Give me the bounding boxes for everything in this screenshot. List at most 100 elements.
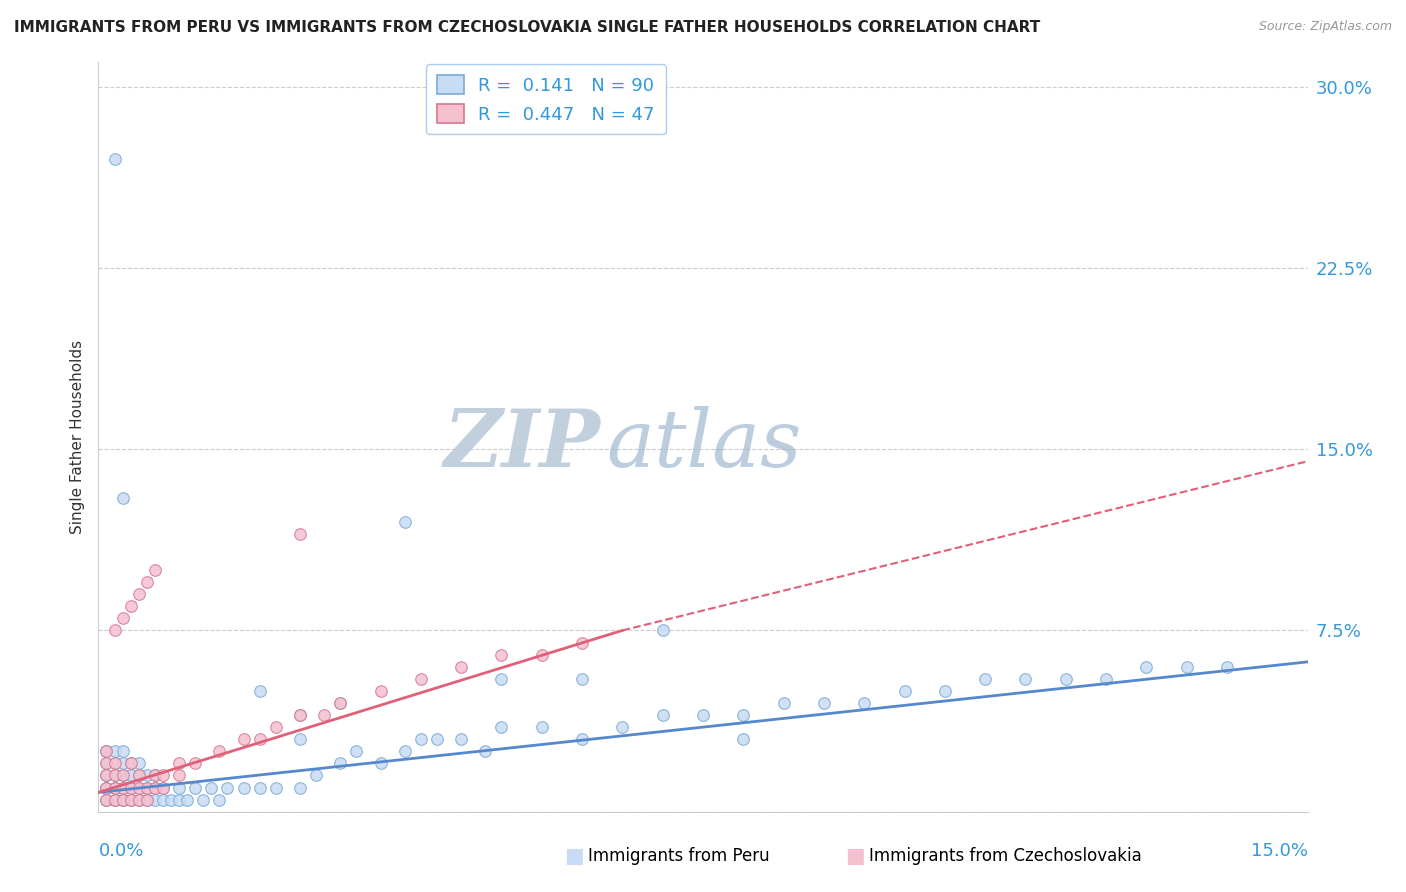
Point (143, 563, 166, 577)
Point (571, 672, 593, 686)
Point (111, 611, 134, 625)
Point (120, 599, 142, 614)
Point (167, 756, 190, 771)
Point (96, 768, 118, 782)
Point (288, 732, 311, 747)
Point (264, 780, 287, 795)
Point (96, 792, 118, 806)
Point (96, 792, 118, 806)
Point (853, 696, 876, 710)
Point (394, 515, 416, 529)
Point (571, 732, 593, 747)
Point (143, 780, 166, 795)
Text: IMMIGRANTS FROM PERU VS IMMIGRANTS FROM CZECHOSLOVAKIA SINGLE FATHER HOUSEHOLDS : IMMIGRANTS FROM PERU VS IMMIGRANTS FROM … (14, 20, 1040, 35)
Point (450, 732, 472, 747)
Point (128, 768, 150, 782)
Point (135, 792, 157, 806)
Point (143, 792, 166, 806)
Point (103, 744, 125, 758)
Point (1175, 659, 1198, 673)
Point (111, 768, 134, 782)
Point (96, 768, 118, 782)
Point (96, 780, 118, 795)
Point (934, 684, 956, 698)
Point (120, 792, 142, 806)
Point (1014, 672, 1036, 686)
Point (111, 780, 134, 795)
Point (733, 732, 755, 747)
Point (152, 768, 174, 782)
Point (128, 792, 150, 806)
Point (103, 152, 125, 166)
Point (409, 672, 432, 686)
Point (152, 780, 174, 795)
Point (103, 756, 125, 771)
Text: Immigrants from Czechoslovakia: Immigrants from Czechoslovakia (869, 847, 1142, 865)
Point (103, 792, 125, 806)
Point (491, 720, 513, 734)
Point (249, 732, 271, 747)
Text: atlas: atlas (606, 406, 801, 483)
Point (176, 792, 198, 806)
Text: Source: ZipAtlas.com: Source: ZipAtlas.com (1258, 20, 1392, 33)
Point (1095, 672, 1118, 686)
Point (733, 708, 755, 723)
Point (143, 768, 166, 782)
Point (893, 684, 915, 698)
Point (152, 792, 174, 806)
Point (96, 780, 118, 795)
Point (288, 526, 311, 541)
Point (651, 624, 673, 638)
Point (135, 575, 157, 590)
Point (394, 744, 416, 758)
Text: 0.0%: 0.0% (98, 842, 143, 860)
Point (426, 732, 449, 747)
Text: ■: ■ (845, 847, 865, 866)
Point (128, 792, 150, 806)
Point (128, 780, 150, 795)
Point (103, 624, 125, 638)
Point (208, 744, 231, 758)
Point (103, 780, 125, 795)
Y-axis label: Single Father Households: Single Father Households (69, 340, 84, 534)
Point (329, 756, 352, 771)
Point (232, 732, 254, 747)
Point (200, 780, 222, 795)
Point (208, 792, 231, 806)
Point (120, 768, 142, 782)
Point (103, 780, 125, 795)
Point (120, 756, 142, 771)
Point (288, 708, 311, 723)
Point (249, 684, 271, 698)
Point (120, 756, 142, 771)
Point (111, 768, 134, 782)
Point (450, 659, 472, 673)
Point (103, 792, 125, 806)
Point (103, 768, 125, 782)
Point (111, 491, 134, 505)
Point (772, 696, 794, 710)
Point (288, 708, 311, 723)
Point (329, 696, 352, 710)
Point (103, 780, 125, 795)
Point (692, 708, 714, 723)
Point (813, 696, 835, 710)
Point (111, 780, 134, 795)
Legend: R =  0.141   N = 90, R =  0.447   N = 47: R = 0.141 N = 90, R = 0.447 N = 47 (426, 64, 665, 135)
Point (152, 780, 174, 795)
Point (329, 696, 352, 710)
Point (143, 768, 166, 782)
Point (120, 792, 142, 806)
Point (135, 780, 157, 795)
Point (111, 756, 134, 771)
Point (96, 768, 118, 782)
Text: ZIP: ZIP (443, 406, 600, 483)
Point (128, 780, 150, 795)
Point (96, 792, 118, 806)
Text: ■: ■ (564, 847, 583, 866)
Point (1135, 659, 1157, 673)
Point (111, 792, 134, 806)
Point (103, 756, 125, 771)
Point (193, 792, 215, 806)
Point (314, 708, 336, 723)
